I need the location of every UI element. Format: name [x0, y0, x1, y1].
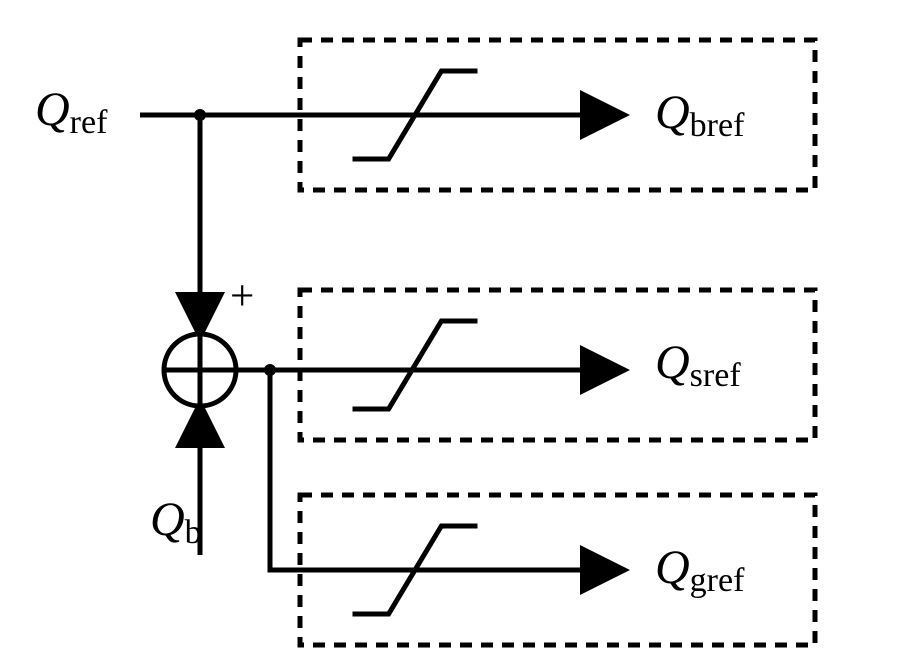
label-qsref: Qsref	[655, 336, 741, 394]
label-qbref: Qbref	[655, 86, 745, 144]
arrow-to-qgref	[270, 370, 620, 570]
label-qgref: Qgref	[655, 541, 745, 599]
label-qref: Qref	[35, 83, 108, 141]
saturation-icon-middle	[355, 321, 475, 409]
plus-sign: +	[230, 273, 254, 320]
label-qb: Qb	[150, 493, 202, 551]
